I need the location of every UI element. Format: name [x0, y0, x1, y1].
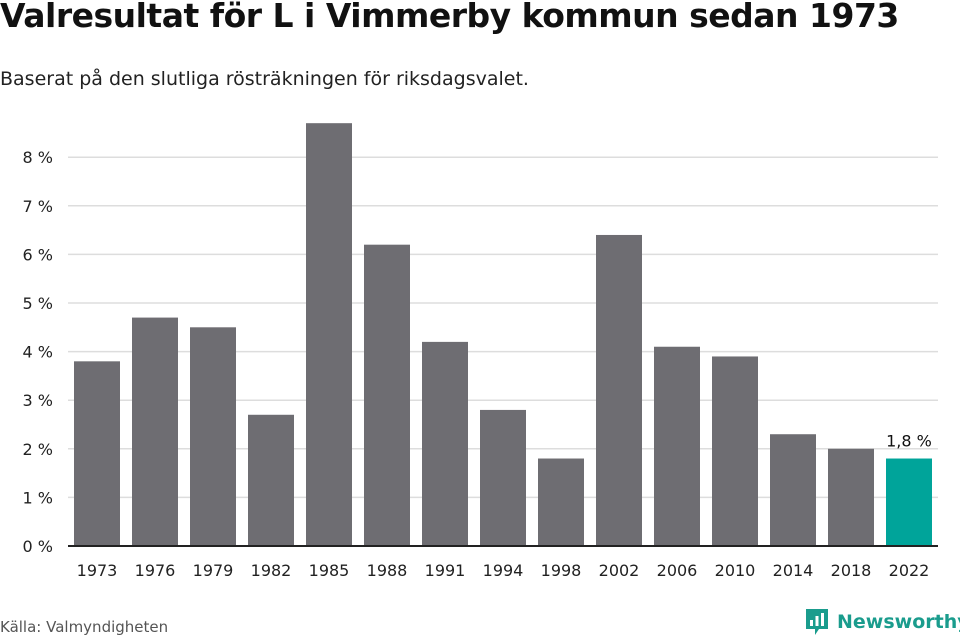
brand-name: Newsworthy [837, 611, 960, 633]
y-tick-label: 3 % [23, 391, 53, 410]
data-label-2022: 1,8 % [886, 432, 932, 451]
brand-logo: Newsworthy [804, 607, 960, 637]
y-tick-label: 0 % [23, 537, 53, 556]
x-tick-label: 1998 [541, 561, 582, 580]
y-tick-label: 5 % [23, 294, 53, 313]
bar-1998 [538, 458, 584, 546]
x-tick-label: 1988 [367, 561, 408, 580]
x-tick-label: 2002 [599, 561, 640, 580]
bar-1982 [248, 414, 294, 546]
bar-1988 [364, 244, 410, 546]
bar-2014 [770, 434, 816, 546]
x-tick-label: 1973 [77, 561, 118, 580]
x-tick-label: 2022 [889, 561, 930, 580]
bar-chart: 0 % 1 % 2 % 3 % 4 % 5 % 6 % 7 % 8 % 1973 1976 1979 1… [23, 123, 938, 580]
bar-2022 [886, 458, 932, 546]
x-tick-label: 1991 [425, 561, 466, 580]
x-tick-label: 1982 [251, 561, 292, 580]
bar-1976 [132, 317, 178, 546]
bar-1985 [306, 123, 352, 547]
bar-1991 [422, 341, 468, 546]
y-tick-label: 7 % [23, 197, 53, 216]
bar-2006 [654, 346, 700, 546]
x-tick-label: 2014 [773, 561, 814, 580]
x-tick-label: 1976 [135, 561, 176, 580]
chart-title: Valresultat för L i Vimmerby kommun seda… [0, 0, 899, 35]
y-tick-label: 4 % [23, 343, 53, 362]
bar-1979 [190, 327, 236, 546]
bar-2002 [596, 234, 642, 546]
y-tick-label: 1 % [23, 488, 53, 507]
chart-subtitle: Baserat på den slutliga rösträkningen fö… [0, 68, 529, 90]
y-tick-label: 2 % [23, 440, 53, 459]
bar-1973 [74, 361, 120, 546]
source-note: Källa: Valmyndigheten [0, 618, 169, 636]
bar-2010 [712, 356, 758, 546]
x-tick-label: 1985 [309, 561, 350, 580]
x-tick-label: 1994 [483, 561, 524, 580]
x-tick-label: 2006 [657, 561, 698, 580]
x-tick-label: 2010 [715, 561, 756, 580]
x-tick-label: 1979 [193, 561, 234, 580]
x-tick-label: 2018 [831, 561, 872, 580]
y-tick-label: 8 % [23, 148, 53, 167]
bar-chart-speech-bubble-icon [806, 609, 828, 635]
bar-2018 [828, 448, 874, 546]
y-tick-label: 6 % [23, 245, 53, 264]
bar-1994 [480, 409, 526, 546]
